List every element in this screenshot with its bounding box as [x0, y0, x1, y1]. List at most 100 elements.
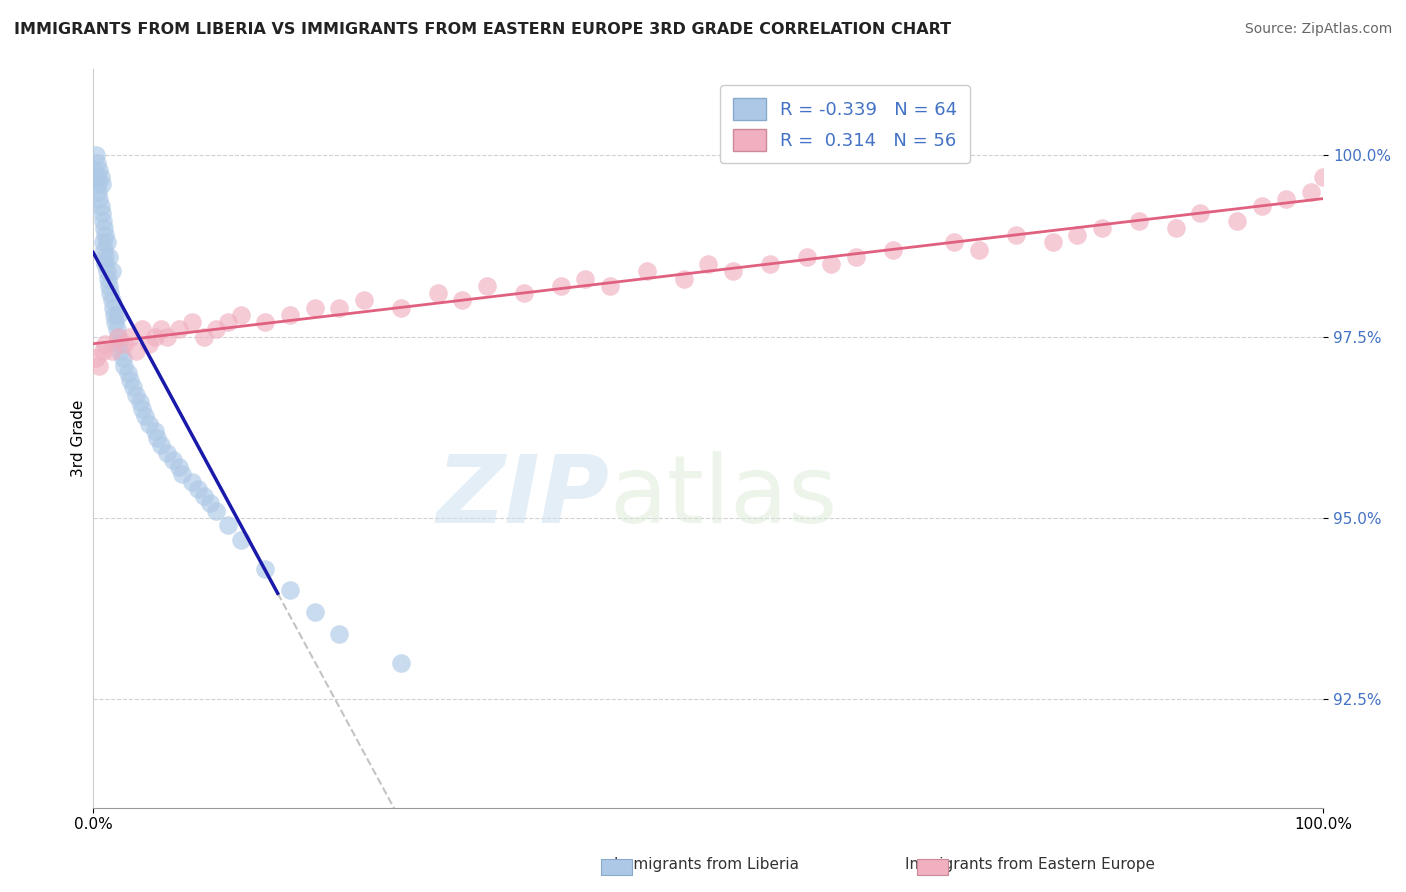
Point — [117, 366, 139, 380]
Point — [107, 329, 129, 343]
Point — [83, 163, 105, 178]
Point — [104, 315, 127, 329]
Point — [451, 293, 474, 308]
Legend: R = -0.339   N = 64, R =  0.314   N = 56: R = -0.339 N = 64, R = 0.314 N = 56 — [720, 85, 970, 163]
Text: atlas: atlas — [610, 451, 838, 543]
Point — [138, 417, 160, 431]
Point — [193, 489, 215, 503]
Point — [1091, 221, 1114, 235]
Point — [205, 322, 228, 336]
Point — [93, 221, 115, 235]
Point — [550, 279, 572, 293]
Point — [758, 257, 780, 271]
Point — [187, 482, 209, 496]
Point — [1004, 228, 1026, 243]
Point — [672, 271, 695, 285]
Point — [138, 337, 160, 351]
Point — [91, 344, 114, 359]
Point — [156, 329, 179, 343]
Point — [125, 344, 148, 359]
Point — [91, 235, 114, 250]
Point — [87, 185, 110, 199]
Point — [967, 243, 990, 257]
Point — [120, 373, 142, 387]
Point — [108, 337, 131, 351]
Point — [328, 301, 350, 315]
Point — [87, 178, 110, 192]
Point — [193, 329, 215, 343]
Point — [1189, 206, 1212, 220]
Point — [218, 315, 240, 329]
Point — [101, 301, 124, 315]
Point — [218, 518, 240, 533]
Point — [198, 496, 221, 510]
Point — [91, 213, 114, 227]
Point — [426, 286, 449, 301]
Point — [229, 533, 252, 547]
Point — [110, 344, 132, 359]
Point — [845, 250, 868, 264]
Point — [100, 293, 122, 308]
Point — [94, 337, 117, 351]
Point — [254, 315, 277, 329]
Point — [512, 286, 534, 301]
Point — [129, 395, 152, 409]
Point — [1312, 170, 1334, 185]
Point — [100, 264, 122, 278]
Point — [205, 503, 228, 517]
Point — [90, 178, 112, 192]
Point — [180, 475, 202, 489]
Point — [143, 329, 166, 343]
Point — [943, 235, 966, 250]
Point — [882, 243, 904, 257]
Point — [254, 561, 277, 575]
Point — [105, 322, 128, 336]
Point — [98, 279, 121, 293]
Point — [304, 301, 326, 315]
Point — [1250, 199, 1272, 213]
Point — [599, 279, 621, 293]
Point — [149, 438, 172, 452]
Point — [134, 409, 156, 424]
Point — [90, 206, 112, 220]
Point — [103, 308, 125, 322]
Point — [89, 192, 111, 206]
Point — [1128, 213, 1150, 227]
Point — [636, 264, 658, 278]
Point — [169, 460, 191, 475]
Point — [304, 605, 326, 619]
Point — [278, 583, 301, 598]
Text: Immigrants from Eastern Europe: Immigrants from Eastern Europe — [905, 857, 1154, 872]
Point — [721, 264, 744, 278]
Point — [94, 228, 117, 243]
Point — [229, 308, 252, 322]
Point — [84, 351, 107, 366]
Text: Immigrants from Liberia: Immigrants from Liberia — [614, 857, 799, 872]
Point — [93, 243, 115, 257]
Point — [162, 453, 184, 467]
Text: ZIP: ZIP — [437, 451, 610, 543]
Point — [96, 235, 118, 250]
Point — [131, 322, 153, 336]
Point — [475, 279, 498, 293]
Point — [100, 286, 122, 301]
Point — [86, 155, 108, 169]
Point — [89, 359, 111, 373]
Point — [112, 337, 135, 351]
Point — [94, 250, 117, 264]
Point — [574, 271, 596, 285]
Point — [112, 359, 135, 373]
Point — [1066, 228, 1088, 243]
Point — [1299, 185, 1322, 199]
Y-axis label: 3rd Grade: 3rd Grade — [72, 400, 86, 477]
Point — [120, 329, 142, 343]
Point — [389, 301, 412, 315]
Point — [353, 293, 375, 308]
Point — [146, 431, 169, 445]
Point — [796, 250, 818, 264]
Point — [389, 656, 412, 670]
Point — [96, 264, 118, 278]
Point — [328, 626, 350, 640]
Point — [1226, 213, 1249, 227]
Point — [143, 424, 166, 438]
